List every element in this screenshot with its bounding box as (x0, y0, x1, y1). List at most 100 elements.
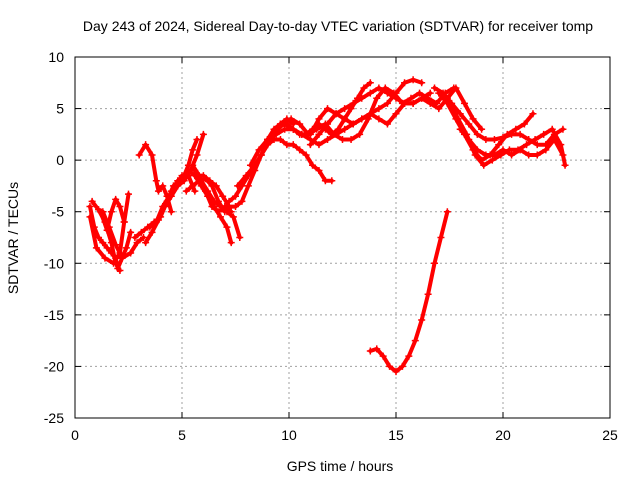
x-tick-label: 15 (388, 427, 404, 443)
data-point (142, 141, 150, 149)
data-point (219, 192, 227, 200)
data-series (86, 76, 569, 376)
data-point (495, 141, 503, 149)
data-point (225, 197, 233, 205)
data-point (229, 213, 237, 221)
data-point (107, 208, 115, 216)
data-point (520, 120, 528, 128)
data-point (531, 136, 539, 144)
data-point (289, 125, 297, 133)
data-point (349, 99, 357, 107)
data-point (416, 89, 424, 97)
data-point (452, 84, 460, 92)
data-point (165, 192, 173, 200)
data-point (431, 84, 439, 92)
series-track (368, 209, 450, 374)
data-point (131, 234, 139, 241)
data-point (88, 197, 96, 205)
data-point (315, 130, 323, 138)
data-point (189, 182, 197, 190)
data-point (330, 130, 338, 138)
data-point (227, 239, 235, 247)
data-point (375, 105, 383, 113)
data-point (86, 203, 94, 211)
data-point (212, 182, 220, 190)
data-point (347, 136, 355, 144)
data-point (473, 130, 481, 138)
data-point (356, 130, 364, 138)
x-tick-label: 10 (281, 427, 297, 443)
data-point (133, 239, 141, 247)
data-point (232, 203, 239, 211)
data-point (214, 208, 222, 216)
data-point (118, 254, 126, 262)
data-point (324, 105, 332, 113)
data-point (460, 99, 468, 107)
data-point (232, 192, 239, 200)
data-point (550, 136, 558, 144)
data-point (191, 187, 199, 195)
data-point (276, 136, 284, 144)
x-tick-label: 25 (602, 427, 618, 443)
data-point (246, 161, 254, 169)
data-point (366, 79, 374, 87)
data-point (193, 151, 201, 159)
data-point (401, 99, 409, 107)
y-axis-label: SDTVAR / TECUs (5, 182, 21, 294)
data-point (418, 316, 426, 324)
data-point (101, 254, 109, 262)
data-point (366, 347, 374, 355)
data-point (512, 125, 520, 133)
data-point (488, 156, 496, 164)
data-point (516, 146, 524, 154)
data-point (193, 172, 201, 180)
data-point (227, 208, 235, 216)
data-point (264, 136, 272, 144)
data-point (324, 120, 332, 128)
data-point (341, 115, 349, 123)
data-point (298, 130, 306, 138)
data-point (184, 166, 192, 174)
data-point (116, 267, 124, 275)
data-point (465, 120, 473, 128)
data-point (407, 94, 415, 102)
data-point (435, 105, 443, 113)
data-point (471, 151, 479, 159)
data-point (159, 203, 167, 211)
data-point (465, 136, 473, 144)
data-point (244, 182, 252, 190)
data-point (360, 84, 368, 92)
data-point (383, 89, 391, 97)
data-point (86, 213, 94, 221)
data-point (426, 89, 434, 97)
data-point (559, 151, 567, 159)
data-point (234, 182, 242, 190)
y-tick-label: -5 (52, 204, 65, 220)
data-point (315, 141, 323, 149)
data-point (283, 141, 291, 149)
series-track-z (366, 208, 451, 376)
data-point (454, 115, 462, 123)
data-point (490, 151, 498, 159)
data-point (112, 195, 120, 203)
data-point (364, 115, 372, 123)
data-point (349, 120, 357, 128)
data-point (542, 146, 550, 154)
data-point (137, 228, 145, 236)
data-point (97, 208, 105, 216)
data-point (540, 130, 548, 138)
data-point (561, 161, 569, 169)
data-point (525, 151, 533, 159)
data-point (154, 187, 162, 195)
data-point (341, 105, 349, 113)
data-point (238, 197, 246, 205)
data-point (167, 187, 175, 195)
data-point (456, 125, 464, 133)
data-point (358, 115, 366, 123)
data-point (516, 130, 524, 138)
data-point (236, 234, 244, 241)
data-point (202, 187, 210, 195)
data-point (386, 362, 394, 370)
data-point (332, 110, 340, 118)
data-point (328, 177, 336, 185)
